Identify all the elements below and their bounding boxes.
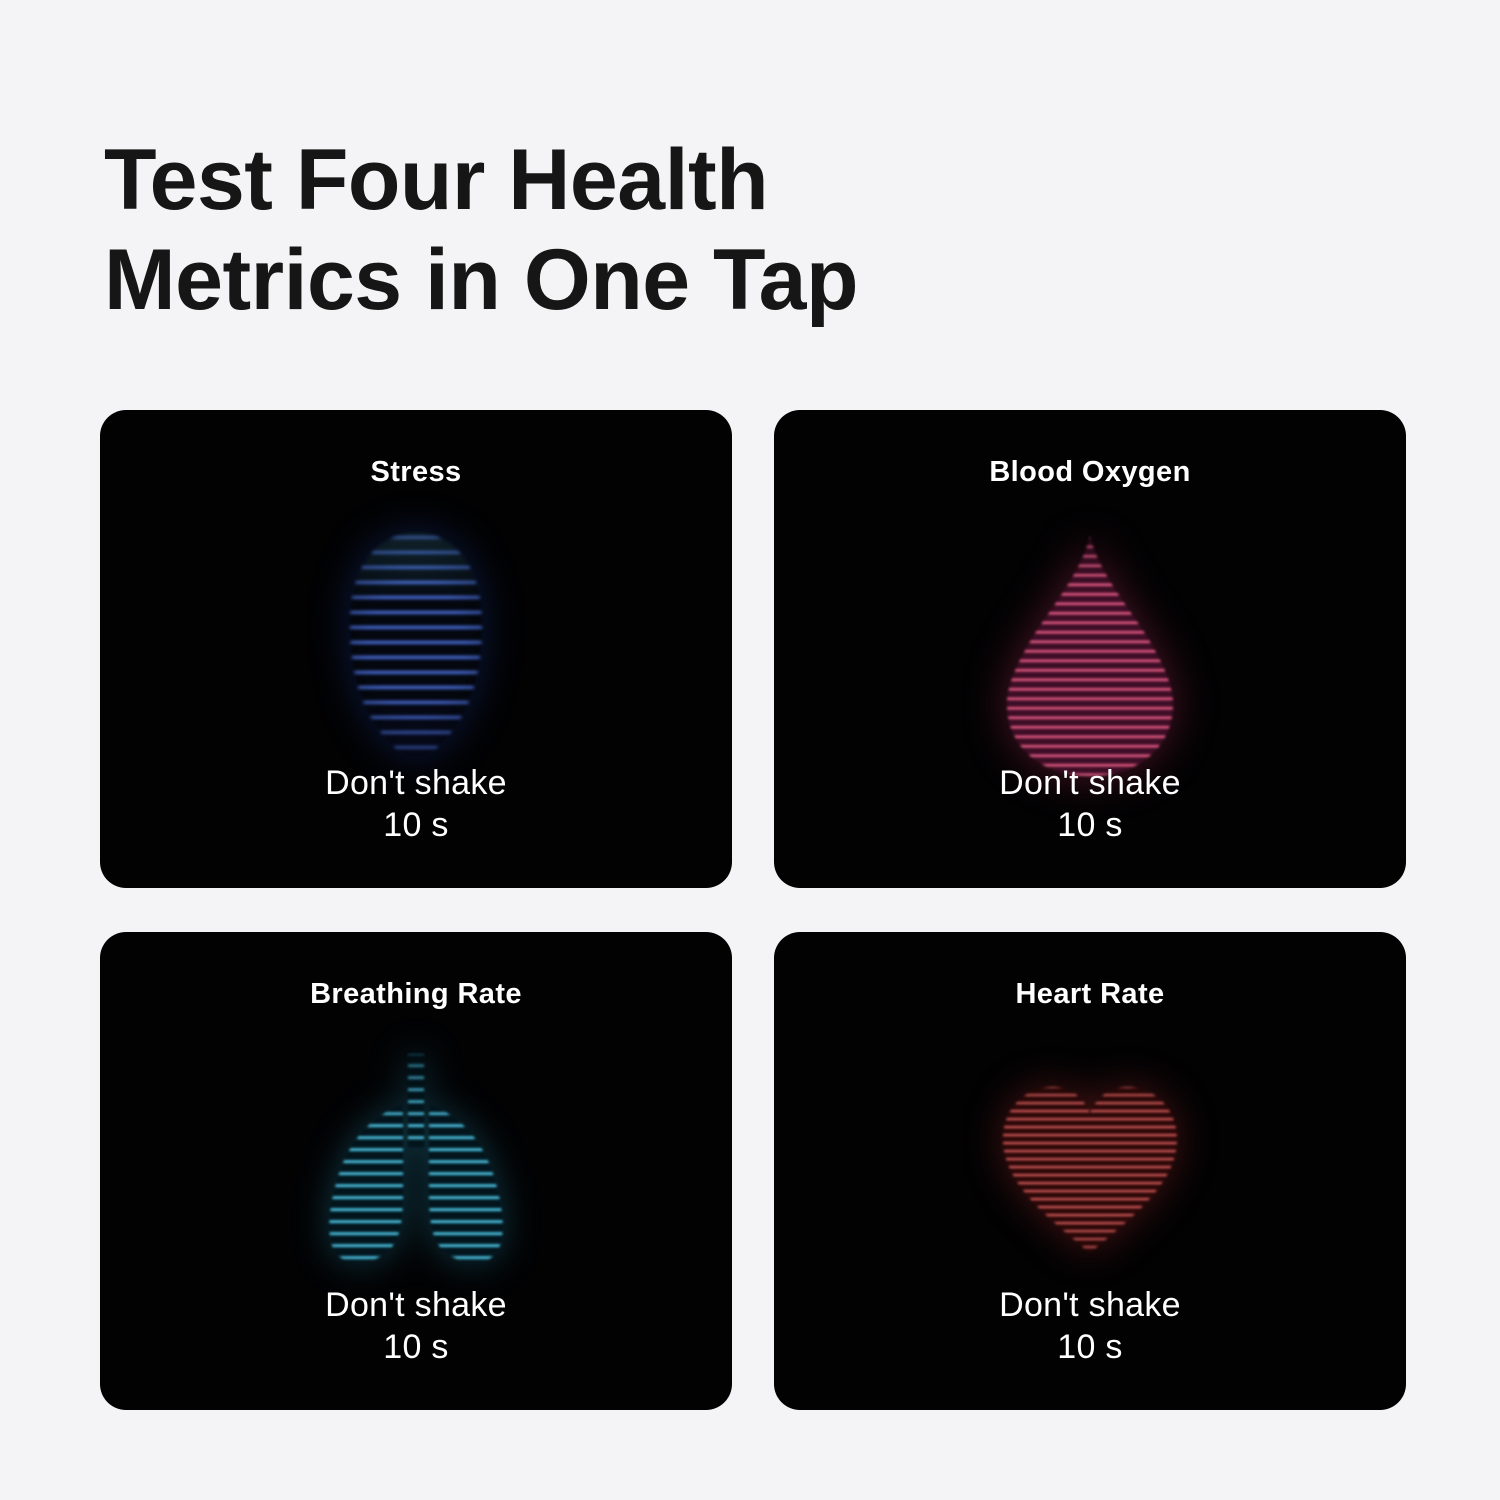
blood-drop-scan-icon-fill bbox=[975, 530, 1205, 780]
card-stress: Stress Don't shake 10 s bbox=[100, 410, 732, 888]
card-stress-instruction: Don't shake bbox=[325, 764, 507, 802]
heart-scan-icon bbox=[975, 1057, 1205, 1262]
card-blood-oxygen-countdown: 10 s bbox=[1057, 806, 1123, 844]
card-breathing-rate-instruction: Don't shake bbox=[325, 1286, 507, 1324]
card-blood-oxygen-caption: Don't shake 10 s bbox=[774, 762, 1406, 846]
card-heart-rate-caption: Don't shake 10 s bbox=[774, 1284, 1406, 1368]
head-scan-icon-fill bbox=[326, 525, 506, 765]
card-breathing-rate-countdown: 10 s bbox=[383, 1328, 449, 1366]
lungs-scan-icon-fill bbox=[291, 1044, 541, 1284]
blood-drop-scan-icon bbox=[975, 530, 1205, 780]
card-stress-caption: Don't shake 10 s bbox=[100, 762, 732, 846]
card-blood-oxygen-title: Blood Oxygen bbox=[989, 456, 1191, 488]
card-blood-oxygen: Blood Oxygen Don't shake 10 s bbox=[774, 410, 1406, 888]
card-heart-rate-title: Heart Rate bbox=[1015, 978, 1165, 1010]
card-stress-countdown: 10 s bbox=[383, 806, 449, 844]
card-blood-oxygen-instruction: Don't shake bbox=[999, 764, 1181, 802]
heart-scan-icon-fill bbox=[975, 1057, 1205, 1262]
card-breathing-rate: Breathing Rate Don't shake 10 s bbox=[100, 932, 732, 1410]
card-breathing-rate-caption: Don't shake 10 s bbox=[100, 1284, 732, 1368]
card-heart-rate-countdown: 10 s bbox=[1057, 1328, 1123, 1366]
card-heart-rate: Heart Rate Don't shake 10 s bbox=[774, 932, 1406, 1410]
card-breathing-rate-title: Breathing Rate bbox=[310, 978, 522, 1010]
page-title-line1: Test Four Health bbox=[104, 131, 769, 228]
card-heart-rate-instruction: Don't shake bbox=[999, 1286, 1181, 1324]
metric-card-grid: Stress Don't shake 10 s Blood Oxygen Don… bbox=[100, 410, 1406, 1410]
page-title: Test Four Health Metrics in One Tap bbox=[104, 130, 859, 330]
page-title-line2: Metrics in One Tap bbox=[104, 231, 859, 328]
head-scan-icon bbox=[326, 525, 506, 765]
lungs-scan-icon bbox=[291, 1044, 541, 1284]
card-stress-title: Stress bbox=[370, 456, 462, 488]
